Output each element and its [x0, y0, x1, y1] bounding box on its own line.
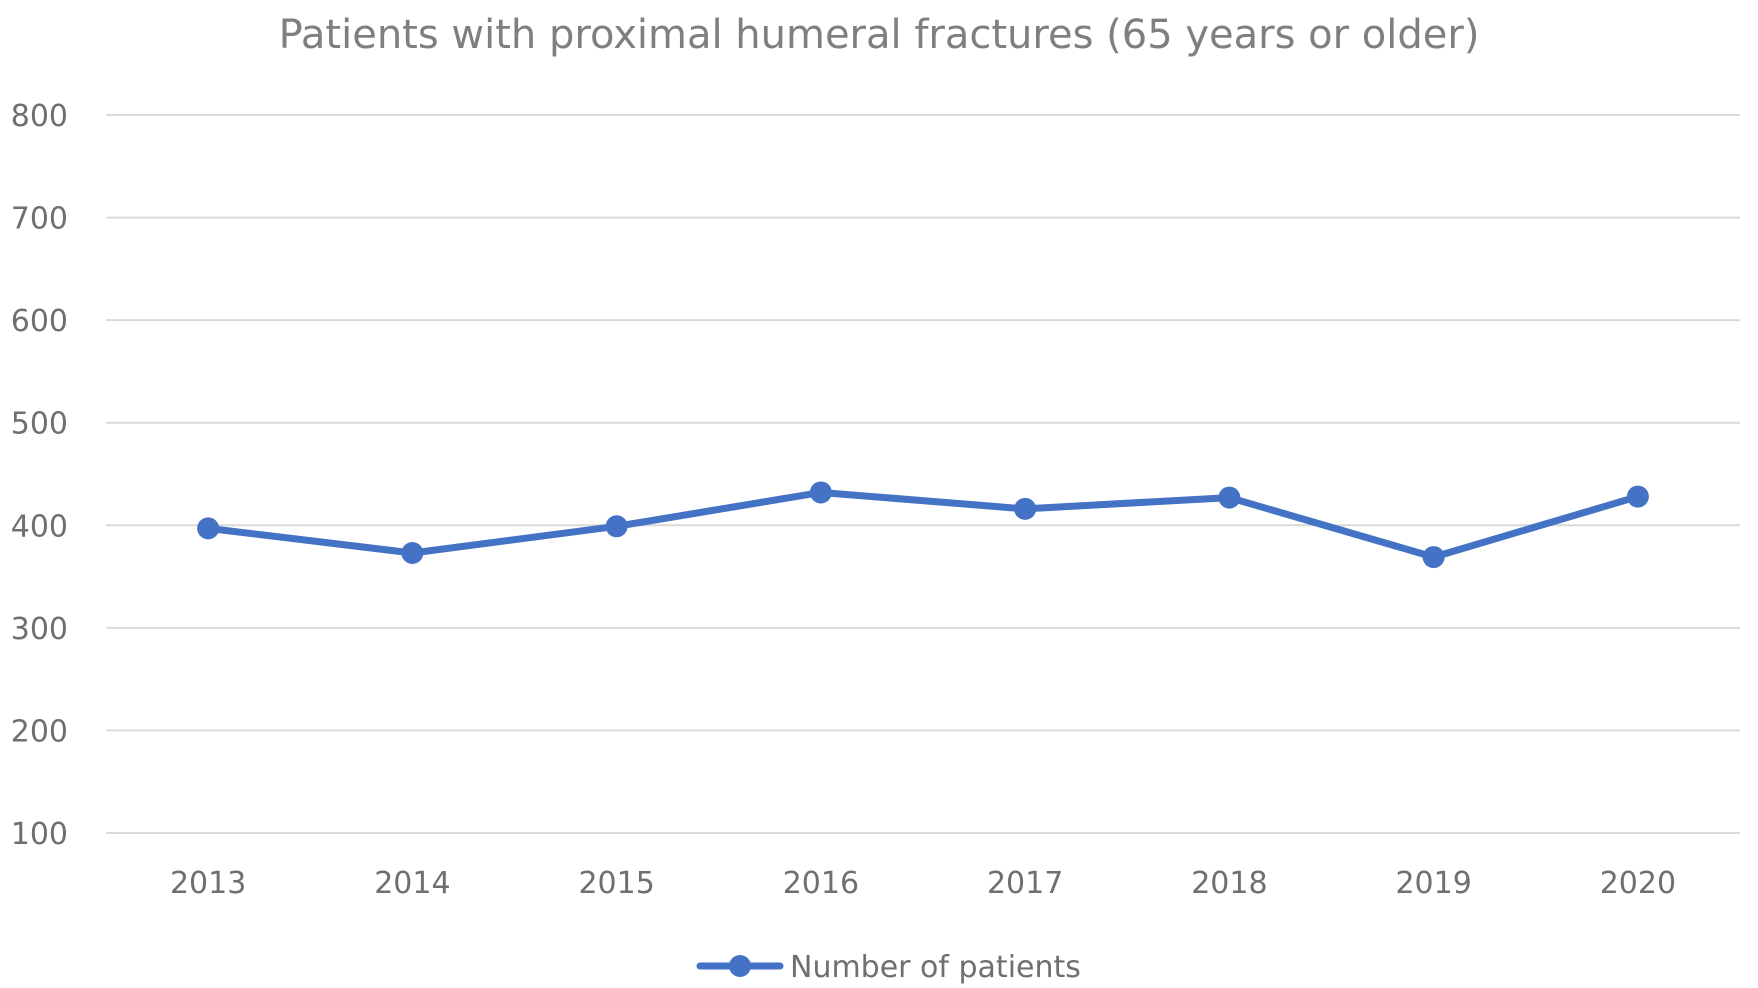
y-tick-label: 200 [11, 714, 68, 749]
x-tick-label: 2013 [170, 866, 246, 901]
x-tick-label: 2019 [1395, 866, 1471, 901]
y-tick-label: 600 [11, 304, 68, 339]
series-group [197, 481, 1649, 569]
data-point [197, 517, 220, 540]
data-point [605, 515, 628, 538]
data-point [1422, 546, 1445, 569]
data-point [1218, 486, 1241, 509]
legend: Number of patients [696, 950, 1081, 985]
series-line [204, 488, 1642, 561]
data-point [809, 481, 832, 504]
y-tick-label: 100 [11, 817, 68, 852]
x-tick-label: 2014 [374, 866, 450, 901]
legend-marker-swatch [729, 955, 751, 977]
y-tick-label: 800 [11, 99, 68, 134]
x-tick-label: 2017 [987, 866, 1063, 901]
data-point [1626, 485, 1649, 508]
data-point [1014, 497, 1037, 520]
x-tick-label: 2015 [578, 866, 654, 901]
y-tick-label: 400 [11, 509, 68, 544]
y-axis-ticks: 100 200 300 400 500 600 700 800 [11, 99, 68, 852]
gridlines [106, 114, 1740, 834]
y-tick-label: 700 [11, 202, 68, 237]
data-point [401, 541, 424, 564]
legend-label: Number of patients [790, 950, 1081, 985]
x-tick-label: 2020 [1600, 866, 1676, 901]
x-axis-ticks: 2013 2014 2015 2016 2017 2018 2019 2020 [170, 866, 1676, 901]
x-tick-label: 2016 [783, 866, 859, 901]
x-tick-label: 2018 [1191, 866, 1267, 901]
chart-title: Patients with proximal humeral fractures… [279, 12, 1480, 58]
y-tick-label: 500 [11, 407, 68, 442]
y-tick-label: 300 [11, 612, 68, 647]
